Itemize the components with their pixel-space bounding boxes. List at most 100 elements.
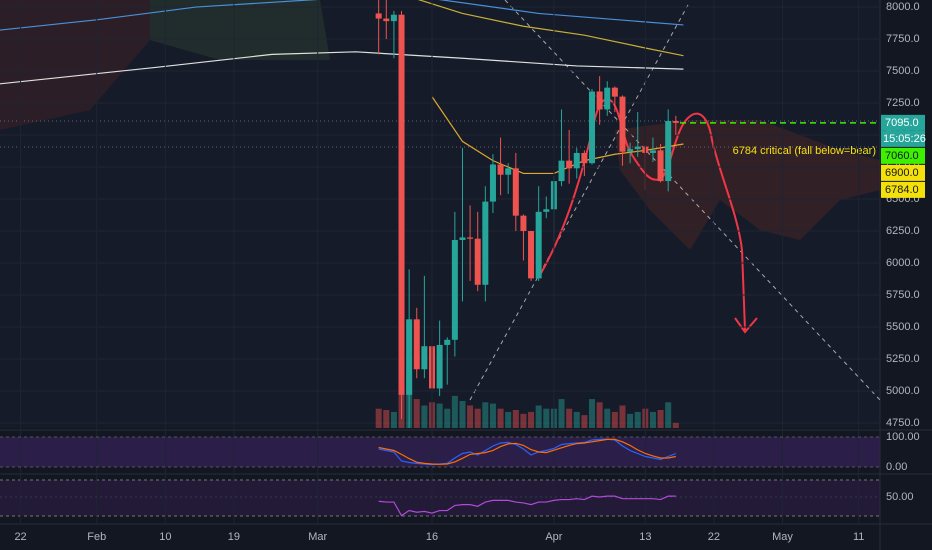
- y-tick-label: 5500.0: [886, 321, 920, 333]
- volume-bar: [566, 408, 573, 428]
- cloud: [615, 120, 880, 250]
- volume-bar: [489, 403, 496, 428]
- moving-average: [0, 0, 684, 31]
- stoch-tick-label: 100.00: [886, 431, 920, 443]
- volume-bar: [383, 410, 390, 428]
- x-tick-label: Feb: [87, 531, 106, 543]
- volume-bar: [558, 399, 565, 428]
- y-tick-label: 5750.0: [886, 289, 920, 301]
- price-tag-label: 7095.0: [885, 117, 919, 129]
- forecast-drawing: [539, 98, 746, 331]
- volume-bar: [444, 408, 451, 428]
- candle-body: [589, 91, 595, 164]
- price-tag: [881, 114, 925, 131]
- candle-body: [566, 160, 573, 169]
- candle-body: [581, 152, 588, 164]
- volume-bar: [520, 413, 527, 428]
- candle-body: [375, 13, 382, 19]
- volume-bar: [619, 405, 626, 428]
- volume-bar: [581, 415, 588, 428]
- candle-body: [467, 237, 474, 239]
- volume-bar: [528, 411, 535, 428]
- candle-body: [436, 344, 443, 389]
- volume-bar: [451, 395, 458, 428]
- x-tick-label: 19: [228, 531, 240, 543]
- volume-bar: [436, 403, 443, 428]
- volume-bar: [390, 411, 397, 428]
- candle-body: [558, 160, 565, 182]
- forecast-arrow: [734, 317, 758, 334]
- volume-bar: [375, 408, 382, 428]
- candle-body: [505, 168, 512, 175]
- candle-body: [611, 87, 618, 97]
- volume-bar: [467, 405, 474, 428]
- price-tag: [881, 181, 925, 198]
- price-tag-label: 7060.0: [885, 150, 919, 162]
- y-tick-label: 7250.0: [886, 97, 920, 109]
- candle-body: [383, 18, 390, 22]
- rsi-line: [378, 495, 676, 517]
- candle-body: [482, 201, 489, 285]
- y-tick-label: 6250.0: [886, 225, 920, 237]
- candle-body: [474, 238, 481, 285]
- candle-body: [665, 120, 672, 182]
- candle-body: [573, 152, 580, 169]
- candle-body: [406, 319, 413, 395]
- candle-body: [520, 215, 527, 232]
- x-tick-label: 11: [853, 531, 864, 543]
- price-tag: [881, 147, 925, 164]
- x-tick-label: 22: [708, 531, 720, 543]
- candle-body: [672, 120, 679, 123]
- candle-body: [421, 346, 428, 370]
- stoch-line: [378, 438, 676, 465]
- volume-bar: [474, 408, 481, 428]
- y-tick-label: 8000.0: [886, 1, 920, 13]
- volume-bar: [672, 422, 679, 428]
- volume-bar: [596, 402, 603, 428]
- volume-bar: [482, 402, 489, 428]
- volume-bar: [459, 401, 466, 428]
- volume-bar: [535, 405, 542, 428]
- x-tick-label: 13: [639, 531, 651, 543]
- candle-body: [512, 168, 519, 216]
- candle-body: [398, 14, 405, 395]
- volume-bar: [543, 408, 550, 428]
- x-tick-label: May: [772, 531, 793, 543]
- volume-bar: [421, 405, 428, 428]
- volume-bar: [512, 410, 519, 428]
- volume-bar: [611, 411, 618, 428]
- volume-bar: [413, 399, 420, 428]
- cloud: [150, 0, 330, 60]
- x-tick-label: Apr: [545, 531, 562, 543]
- y-tick-label: 4750.0: [886, 417, 920, 429]
- candle-body: [634, 146, 641, 150]
- y-tick-label: 7500.0: [886, 65, 920, 77]
- candle-body: [535, 211, 542, 279]
- price-tag: [881, 164, 925, 181]
- x-tick-label: Mar: [308, 531, 327, 543]
- x-tick-label: 16: [426, 531, 438, 543]
- candle-body: [497, 164, 504, 175]
- candle-body: [390, 14, 397, 22]
- y-tick-label: 7750.0: [886, 33, 920, 45]
- candle-body: [489, 164, 496, 202]
- volume-bar: [589, 399, 595, 428]
- volume-bar: [649, 411, 656, 428]
- rsi-tick-label: 50.00: [886, 491, 914, 503]
- volume-bar: [497, 408, 504, 428]
- volume-bar: [627, 413, 634, 428]
- candle-body: [451, 239, 458, 340]
- y-tick-label: 5000.0: [886, 385, 920, 397]
- candle-body: [459, 237, 466, 240]
- moving-average: [0, 51, 684, 85]
- volume-bar: [604, 408, 611, 428]
- candle-body: [413, 319, 420, 370]
- candle-body: [444, 339, 451, 345]
- candle-body: [596, 91, 603, 110]
- trend-line: [504, 0, 880, 401]
- volume-bar: [634, 411, 641, 428]
- price-tag-label: 6900.0: [885, 167, 919, 179]
- y-tick-label: 6000.0: [886, 257, 920, 269]
- candle-body: [528, 231, 535, 279]
